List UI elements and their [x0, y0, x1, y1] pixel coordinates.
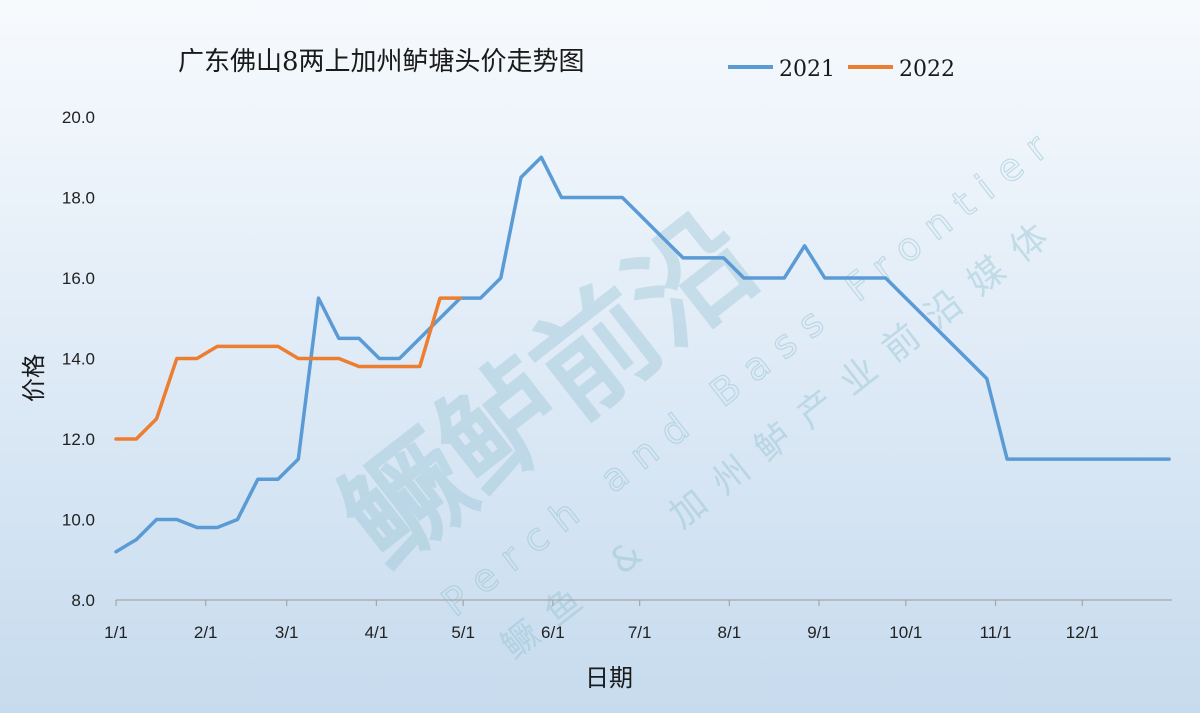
x-tick-label: 6/1: [541, 623, 565, 642]
x-tick-label: 2/1: [194, 623, 218, 642]
x-tick-label: 4/1: [365, 623, 389, 642]
legend-label-2022: 2022: [899, 57, 955, 82]
legend-label-2021: 2021: [779, 57, 835, 82]
x-tick-label: 9/1: [807, 623, 831, 642]
y-tick-label: 18.0: [62, 189, 95, 208]
y-tick-label: 10.0: [62, 511, 95, 530]
series-line-2021: [114, 155, 1171, 554]
y-tick-label: 20.0: [62, 108, 95, 127]
x-tick-label: 12/1: [1066, 623, 1099, 642]
legend: 2021 2022: [728, 57, 955, 82]
x-tick-label: 8/1: [718, 623, 742, 642]
x-axis-title: 日期: [585, 664, 633, 692]
y-tick-label: 12.0: [62, 430, 95, 449]
x-tick-label: 10/1: [889, 623, 922, 642]
y-tick-label: 8.0: [71, 591, 95, 610]
x-tick-label: 7/1: [628, 623, 652, 642]
y-tick-label: 16.0: [62, 269, 95, 288]
x-tick-label: 3/1: [275, 623, 299, 642]
y-axis-ticks: 8.0 10.0 12.0 14.0 16.0 18.0 20.0: [62, 108, 95, 610]
series-group: [114, 155, 1171, 554]
x-tick-label: 5/1: [451, 623, 475, 642]
y-tick-label: 14.0: [62, 350, 95, 369]
x-axis-ticks: 1/1 2/1 3/1 4/1 5/1 6/1 7/1 8/1 9/1 10/1 11/1 12/1: [104, 600, 1099, 642]
watermark: 鳜鲈前沿 Perch and Bass Frontier 鳜鱼 & 加州鲈产业前…: [318, 116, 1070, 668]
x-tick-label: 11/1: [980, 623, 1012, 642]
x-tick-label: 1/1: [104, 623, 128, 642]
chart-title: 广东佛山8两上加州鲈塘头价走势图: [178, 47, 585, 77]
series-line-2022: [114, 296, 463, 441]
y-axis-title: 价格: [20, 354, 48, 402]
